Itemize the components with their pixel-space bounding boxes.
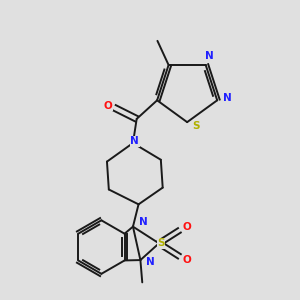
Text: N: N [139,217,148,227]
Text: O: O [182,222,191,232]
Text: N: N [130,136,139,146]
Text: O: O [103,101,112,111]
Text: N: N [205,51,214,61]
Text: N: N [223,94,232,103]
Text: N: N [146,257,155,267]
Text: O: O [182,255,191,265]
Text: S: S [193,121,200,131]
Text: S: S [157,238,165,248]
